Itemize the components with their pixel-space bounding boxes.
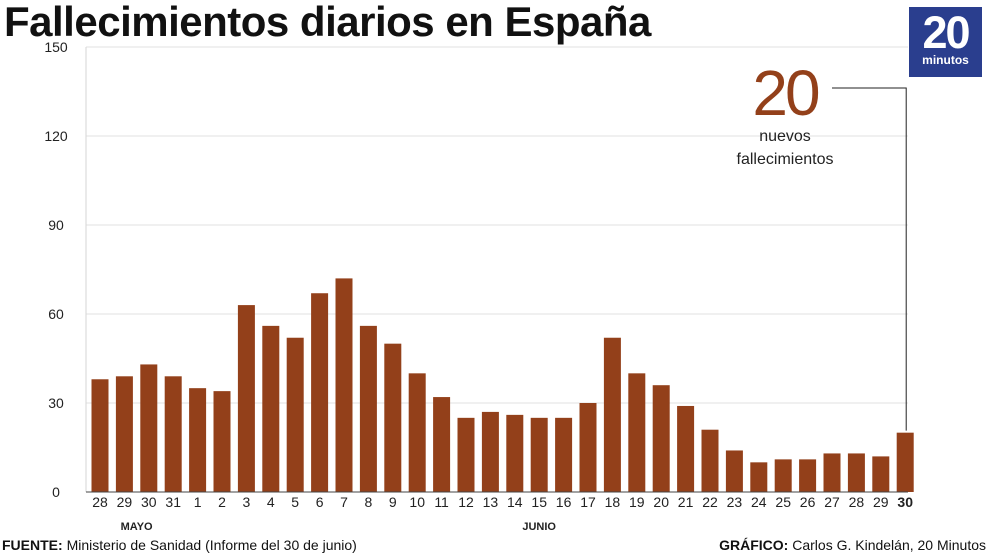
x-tick-label: 8 [365, 494, 373, 510]
annotation-line1: nuevos [759, 128, 811, 145]
y-tick-label: 0 [52, 484, 60, 500]
x-tick-label: 3 [243, 494, 251, 510]
bar [91, 379, 109, 492]
x-tick-label: 28 [849, 494, 865, 510]
bar [262, 325, 280, 492]
bar [896, 432, 914, 492]
bar [701, 429, 719, 492]
credit-label: GRÁFICO: [719, 537, 789, 553]
bar [311, 293, 329, 492]
bar [555, 417, 573, 492]
bar [457, 417, 475, 492]
x-tick-label: 16 [556, 494, 572, 510]
x-tick-label: 30 [141, 494, 157, 510]
bar [872, 456, 890, 492]
bar [140, 364, 158, 492]
logo-number: 20 [922, 7, 970, 58]
annotation-line2: fallecimientos [737, 151, 834, 168]
page-title: Fallecimientos diarios en España [4, 0, 651, 45]
bar [408, 373, 426, 492]
bar [750, 462, 768, 492]
bar [359, 325, 377, 492]
bar [506, 414, 524, 492]
bar [799, 459, 817, 492]
bar [677, 405, 695, 492]
x-tick-label: 29 [117, 494, 133, 510]
annotation-value: 20 [752, 57, 819, 129]
month-label: MAYO [121, 521, 153, 533]
credit-note: GRÁFICO: Carlos G. Kindelán, 20 Minutos [719, 537, 986, 553]
credit-text: Carlos G. Kindelán, 20 Minutos [792, 537, 986, 553]
x-tick-label: 30 [897, 494, 913, 510]
x-tick-label: 14 [507, 494, 523, 510]
x-tick-label: 31 [165, 494, 181, 510]
bar [823, 453, 841, 492]
bar [286, 337, 304, 492]
bar [847, 453, 865, 492]
bar [774, 459, 792, 492]
x-tick-label: 6 [316, 494, 324, 510]
x-tick-label: 15 [531, 494, 547, 510]
logo-word: minutos [922, 53, 969, 67]
x-tick-label: 10 [409, 494, 425, 510]
y-tick-label: 60 [48, 306, 64, 322]
x-tick-label: 18 [605, 494, 621, 510]
x-tick-label: 17 [580, 494, 596, 510]
bar [652, 385, 670, 492]
y-tick-label: 90 [48, 217, 64, 233]
x-tick-label: 5 [291, 494, 299, 510]
bar [433, 397, 451, 492]
x-tick-label: 7 [340, 494, 348, 510]
bar [164, 376, 182, 492]
bar [213, 391, 231, 492]
x-tick-label: 9 [389, 494, 397, 510]
bar [530, 417, 548, 492]
y-tick-label: 30 [48, 395, 64, 411]
x-tick-label: 26 [800, 494, 816, 510]
bar [115, 376, 133, 492]
x-tick-label: 28 [92, 494, 108, 510]
bar [335, 278, 353, 492]
x-tick-label: 1 [194, 494, 202, 510]
x-tick-label: 12 [458, 494, 474, 510]
x-tick-label: 27 [824, 494, 840, 510]
y-tick-label: 120 [44, 128, 68, 144]
source-text: Ministerio de Sanidad (Informe del 30 de… [66, 537, 357, 553]
bar [384, 343, 402, 492]
bar [579, 403, 597, 492]
x-tick-label: 19 [629, 494, 645, 510]
x-tick-label: 13 [483, 494, 499, 510]
bar [725, 450, 743, 492]
x-tick-label: 25 [775, 494, 791, 510]
source-label: FUENTE: [2, 537, 63, 553]
bar [481, 411, 499, 492]
x-tick-label: 11 [434, 494, 449, 510]
bar [603, 337, 621, 492]
bar [628, 373, 646, 492]
x-tick-label: 20 [653, 494, 669, 510]
x-tick-label: 4 [267, 494, 275, 510]
x-tick-label: 23 [727, 494, 743, 510]
source-note: FUENTE: Ministerio de Sanidad (Informe d… [2, 537, 357, 553]
x-tick-label: 22 [702, 494, 718, 510]
month-label: JUNIO [522, 521, 556, 533]
brand-logo: 20 minutos [909, 7, 982, 77]
bar [189, 388, 207, 492]
y-tick-label: 150 [44, 39, 68, 55]
bar [237, 305, 255, 492]
annotation-leader-line [832, 87, 907, 431]
x-tick-label: 29 [873, 494, 889, 510]
x-tick-label: 21 [678, 494, 694, 510]
x-tick-label: 24 [751, 494, 767, 510]
x-tick-label: 2 [218, 494, 226, 510]
